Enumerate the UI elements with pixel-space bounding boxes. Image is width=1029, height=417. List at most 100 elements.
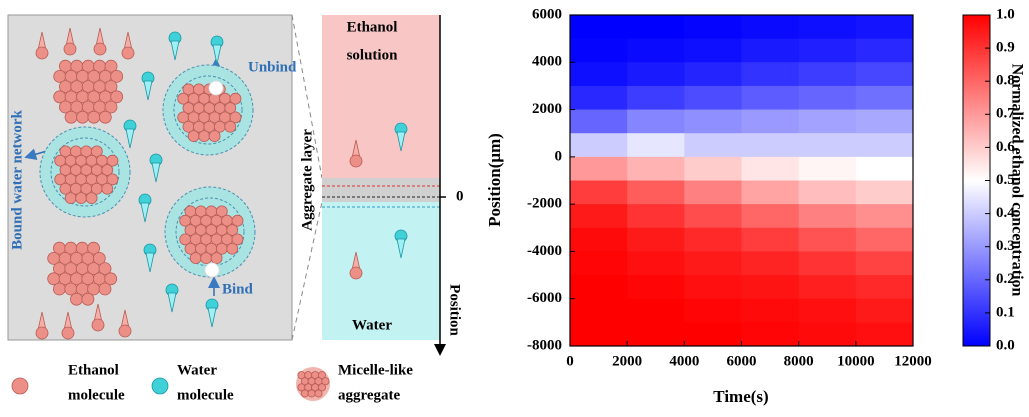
x-tick-label: 6000 xyxy=(727,353,757,369)
molecule-tail xyxy=(140,202,150,223)
sphere xyxy=(300,389,309,398)
legend-label: Ethanol xyxy=(68,362,119,378)
sphere xyxy=(226,242,239,255)
heat-cell xyxy=(741,180,800,205)
heat-cell xyxy=(627,38,685,63)
legend-label: aggregate xyxy=(338,387,401,403)
sphere xyxy=(231,214,244,227)
sphere xyxy=(53,282,66,296)
sphere xyxy=(61,326,75,340)
label: 0 xyxy=(456,188,464,204)
sphere xyxy=(208,80,224,96)
sphere xyxy=(200,252,213,265)
sphere xyxy=(104,100,118,114)
sphere xyxy=(208,130,221,143)
x-tick-label: 10000 xyxy=(837,353,875,369)
sphere xyxy=(317,371,326,380)
legend-label: molecule xyxy=(177,387,234,403)
heat-cell xyxy=(627,15,685,40)
sphere xyxy=(224,102,237,114)
heat-cell xyxy=(684,62,742,87)
heat-cell xyxy=(570,85,628,111)
heat-cell xyxy=(855,180,914,205)
sphere xyxy=(104,272,118,286)
heat-cell xyxy=(627,275,685,300)
y-tick-label: 4000 xyxy=(532,54,562,70)
sphere xyxy=(118,324,132,338)
heat-cell xyxy=(798,298,857,323)
heat-cell xyxy=(855,298,914,323)
heat-cell xyxy=(798,204,857,229)
sphere xyxy=(76,110,89,124)
zoom-line xyxy=(291,14,323,179)
heat-cell xyxy=(741,156,800,181)
molecule-tail xyxy=(145,252,155,273)
sphere xyxy=(11,377,29,395)
colorbar-tick-label: 0.3 xyxy=(996,238,1015,254)
sphere xyxy=(110,70,124,83)
sphere xyxy=(189,252,202,265)
legend-label: molecule xyxy=(68,387,125,403)
y-tick-label: 2000 xyxy=(532,101,562,117)
molecule-tail xyxy=(207,307,217,328)
heat-cell xyxy=(684,251,742,276)
sphere xyxy=(93,42,107,56)
heat-cell xyxy=(741,275,800,300)
heat-cell xyxy=(741,109,800,134)
heat-cell xyxy=(798,38,857,63)
sphere xyxy=(98,282,112,296)
sphere xyxy=(92,251,106,265)
heat-cell xyxy=(741,85,800,111)
y-tick-label: 0 xyxy=(555,148,563,164)
heat-cell xyxy=(570,62,628,87)
heat-cell xyxy=(798,85,857,111)
sphere xyxy=(64,192,77,205)
heat-cell xyxy=(627,85,685,111)
heat-cell xyxy=(855,38,914,63)
heat-cell xyxy=(627,156,685,181)
heat-cell xyxy=(570,38,628,63)
heat-cell xyxy=(570,156,628,181)
heat-cell xyxy=(741,322,800,347)
shell-inner xyxy=(173,75,243,145)
heat-cell xyxy=(627,62,685,87)
colorbar-tick-label: 0.8 xyxy=(996,73,1015,89)
molecule-tail xyxy=(143,80,153,101)
sphere xyxy=(224,120,237,133)
heat-cell xyxy=(855,156,914,181)
heat-cell xyxy=(798,156,857,181)
ethanol-region xyxy=(322,15,440,178)
heat-cell xyxy=(684,204,742,229)
x-axis-title: Time(s) xyxy=(713,387,768,406)
heat-cell xyxy=(855,133,914,158)
heat-cell xyxy=(627,133,685,158)
heat-cell xyxy=(570,275,628,300)
y-tick-label: -8000 xyxy=(527,337,562,353)
heat-cell xyxy=(741,15,800,40)
sphere xyxy=(75,192,88,205)
sphere xyxy=(307,389,316,398)
heat-cell xyxy=(627,227,685,252)
sphere xyxy=(35,46,49,60)
shell-inner xyxy=(175,197,245,267)
molecule-tail xyxy=(167,292,177,313)
sphere xyxy=(204,262,220,278)
heat-cell xyxy=(855,204,914,229)
colorbar-tick-label: 0.7 xyxy=(996,106,1015,122)
sphere xyxy=(101,164,114,176)
sphere xyxy=(106,154,119,167)
label: solution xyxy=(347,47,399,63)
molecule-tail xyxy=(170,40,180,61)
y-axis-title: Position(μm) xyxy=(485,133,504,227)
heat-cell xyxy=(570,204,628,229)
x-tick-label: 12000 xyxy=(894,353,932,369)
heat-cell xyxy=(798,227,857,252)
sphere xyxy=(349,154,363,168)
colorbar-tick-label: 0.5 xyxy=(996,172,1015,188)
heat-cell xyxy=(684,15,742,40)
aggregate-region xyxy=(322,178,440,202)
sphere xyxy=(35,326,49,340)
sphere xyxy=(64,110,78,124)
heat-cell xyxy=(684,180,742,205)
molecule-tail xyxy=(212,44,222,65)
